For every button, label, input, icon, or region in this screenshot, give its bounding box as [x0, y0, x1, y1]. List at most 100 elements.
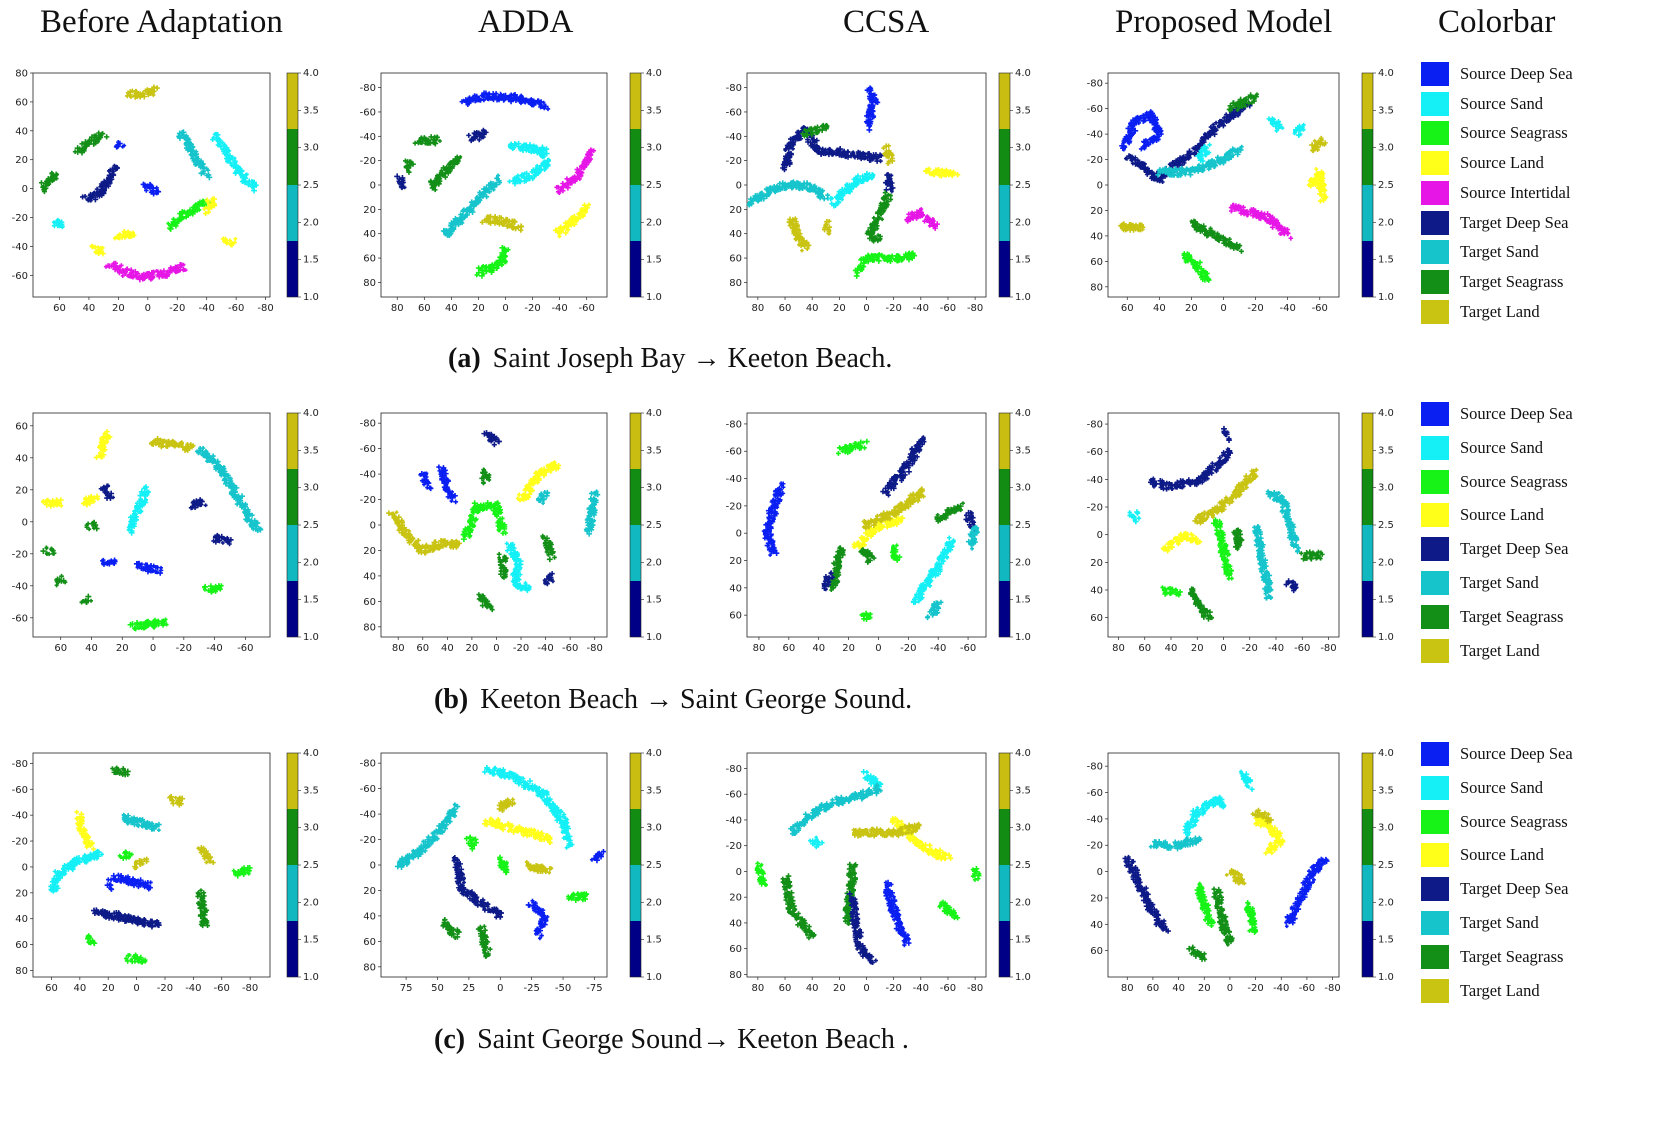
point-marker — [1241, 97, 1247, 103]
point-marker — [487, 431, 492, 437]
point-marker — [586, 156, 593, 163]
point-marker — [852, 180, 858, 187]
point-marker — [1202, 273, 1208, 279]
colorbar-segment — [287, 581, 298, 637]
point-marker — [416, 547, 421, 552]
column-title-adda: ADDA — [478, 4, 574, 40]
point-marker — [870, 259, 875, 263]
point-marker — [798, 136, 804, 141]
point-marker — [1226, 118, 1231, 123]
point-marker — [55, 578, 61, 584]
point-marker — [449, 539, 455, 545]
point-marker — [909, 216, 913, 221]
point-marker — [1151, 174, 1155, 179]
point-marker — [530, 488, 535, 493]
point-marker — [174, 268, 181, 274]
point-marker — [771, 185, 777, 191]
cluster-source-land — [41, 497, 64, 509]
point-marker — [185, 210, 190, 215]
y-tick-label: -40 — [726, 132, 742, 143]
point-marker — [197, 501, 204, 508]
point-marker — [1153, 128, 1158, 134]
point-marker — [1266, 116, 1272, 122]
point-marker — [1208, 124, 1214, 130]
point-marker — [154, 85, 160, 91]
point-marker — [109, 560, 113, 565]
point-marker — [1259, 213, 1265, 218]
point-marker — [1270, 224, 1276, 230]
colorbar-segment — [999, 185, 1010, 241]
point-marker — [564, 176, 570, 182]
point-marker — [488, 182, 495, 189]
point-marker — [1238, 104, 1244, 110]
point-marker — [393, 518, 397, 522]
point-marker — [1180, 169, 1184, 174]
point-marker — [143, 497, 149, 502]
point-marker — [132, 508, 138, 514]
point-marker — [1150, 171, 1157, 178]
point-marker — [146, 489, 151, 495]
point-marker — [555, 189, 561, 195]
point-marker — [1198, 265, 1205, 272]
point-marker — [543, 166, 548, 171]
point-marker — [1203, 132, 1210, 139]
point-marker — [476, 196, 481, 201]
point-marker — [190, 500, 196, 506]
point-marker — [919, 210, 924, 216]
point-marker — [85, 197, 90, 202]
point-marker — [150, 619, 157, 626]
point-marker — [452, 221, 459, 228]
point-marker — [572, 218, 577, 223]
point-marker — [1288, 235, 1294, 241]
point-marker — [131, 274, 135, 279]
point-marker — [194, 207, 201, 213]
point-marker — [793, 229, 800, 235]
point-marker — [501, 97, 507, 103]
point-marker — [1232, 206, 1238, 213]
point-marker — [1135, 161, 1141, 168]
point-marker — [1285, 230, 1290, 236]
point-marker — [806, 187, 812, 193]
point-marker — [771, 184, 777, 189]
point-marker — [211, 135, 216, 140]
point-marker — [214, 460, 219, 465]
point-marker — [176, 133, 182, 139]
point-marker — [1215, 231, 1220, 236]
y-tick-label: 0 — [736, 181, 742, 192]
point-marker — [406, 164, 411, 168]
point-marker — [1275, 225, 1281, 232]
point-marker — [1201, 145, 1207, 151]
point-marker — [193, 151, 200, 157]
point-marker — [391, 515, 396, 520]
point-marker — [541, 162, 546, 168]
point-marker — [780, 165, 786, 171]
point-marker — [213, 587, 218, 592]
point-marker — [193, 202, 199, 208]
point-marker — [234, 166, 238, 170]
point-marker — [1159, 175, 1164, 180]
point-marker — [574, 175, 579, 181]
point-marker — [866, 151, 871, 156]
point-marker — [434, 134, 440, 141]
colorbar-tick-label: 2.5 — [1378, 180, 1394, 191]
point-marker — [851, 153, 857, 159]
point-marker — [1139, 160, 1145, 166]
point-marker — [54, 501, 60, 508]
point-marker — [394, 510, 399, 515]
point-marker — [100, 451, 107, 458]
point-marker — [440, 227, 447, 234]
point-marker — [860, 259, 867, 266]
point-marker — [1314, 167, 1319, 172]
point-marker — [1188, 152, 1193, 156]
point-marker — [853, 176, 860, 183]
point-marker — [1200, 162, 1206, 168]
point-marker — [221, 147, 227, 153]
point-marker — [919, 207, 924, 212]
point-marker — [527, 176, 533, 182]
point-marker — [1315, 145, 1321, 151]
point-marker — [1126, 140, 1132, 146]
point-marker — [485, 473, 490, 479]
point-marker — [497, 94, 502, 99]
point-marker — [443, 541, 450, 548]
point-marker — [1228, 205, 1234, 210]
